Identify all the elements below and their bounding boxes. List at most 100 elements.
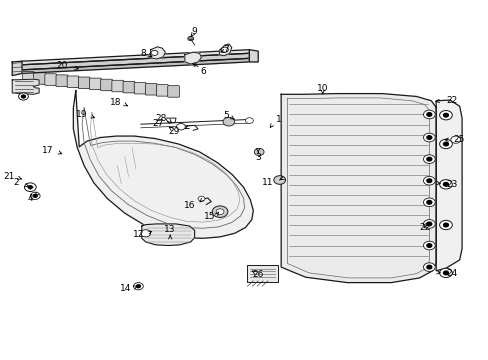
Circle shape: [28, 186, 32, 189]
Circle shape: [426, 201, 431, 204]
Text: 20: 20: [56, 61, 67, 70]
Text: 23: 23: [445, 180, 456, 189]
Circle shape: [423, 110, 434, 119]
Text: 19: 19: [75, 110, 87, 119]
Circle shape: [21, 95, 25, 98]
Circle shape: [423, 241, 434, 250]
Circle shape: [439, 268, 451, 278]
Text: 5: 5: [223, 112, 228, 120]
Text: 8: 8: [140, 49, 145, 58]
Polygon shape: [22, 50, 249, 65]
Text: 22: 22: [445, 96, 456, 105]
Circle shape: [133, 283, 143, 290]
Circle shape: [33, 194, 37, 197]
Text: 7: 7: [223, 45, 228, 54]
Circle shape: [19, 93, 28, 100]
Polygon shape: [73, 91, 253, 238]
Circle shape: [423, 155, 434, 163]
Text: 6: 6: [200, 67, 206, 76]
Polygon shape: [142, 224, 194, 246]
Circle shape: [273, 176, 285, 184]
Circle shape: [423, 220, 434, 228]
Circle shape: [254, 148, 264, 156]
Circle shape: [426, 179, 431, 183]
FancyBboxPatch shape: [78, 77, 90, 89]
Circle shape: [30, 192, 40, 199]
Circle shape: [426, 222, 431, 226]
Circle shape: [423, 198, 434, 207]
Circle shape: [198, 196, 204, 201]
Polygon shape: [249, 50, 258, 62]
Circle shape: [439, 111, 451, 120]
Text: 22: 22: [419, 223, 430, 232]
Circle shape: [423, 263, 434, 271]
Circle shape: [443, 183, 447, 186]
Text: 9: 9: [191, 27, 197, 36]
Circle shape: [216, 209, 224, 215]
Circle shape: [187, 36, 193, 41]
Text: 25: 25: [453, 135, 464, 144]
Circle shape: [245, 118, 253, 123]
Circle shape: [24, 183, 36, 192]
Circle shape: [151, 50, 158, 55]
Text: 16: 16: [183, 202, 195, 210]
Polygon shape: [435, 100, 461, 271]
Circle shape: [221, 47, 228, 52]
Text: 4: 4: [27, 194, 33, 203]
Circle shape: [426, 113, 431, 116]
FancyBboxPatch shape: [167, 86, 179, 97]
Text: 10: 10: [316, 84, 328, 93]
Text: 28: 28: [155, 114, 166, 122]
Polygon shape: [22, 53, 249, 70]
FancyBboxPatch shape: [67, 76, 79, 87]
Circle shape: [141, 230, 150, 237]
FancyBboxPatch shape: [56, 75, 68, 86]
Text: 3: 3: [255, 153, 261, 162]
Circle shape: [136, 285, 140, 288]
Circle shape: [426, 244, 431, 247]
Text: 26: 26: [252, 270, 264, 279]
FancyBboxPatch shape: [123, 81, 135, 93]
FancyBboxPatch shape: [247, 265, 277, 282]
Text: 14: 14: [120, 284, 131, 293]
Circle shape: [212, 206, 227, 217]
Text: 15: 15: [203, 212, 215, 221]
Circle shape: [439, 180, 451, 189]
Circle shape: [443, 223, 447, 227]
Circle shape: [439, 139, 451, 149]
FancyBboxPatch shape: [34, 73, 45, 84]
Text: 12: 12: [133, 230, 144, 239]
Polygon shape: [12, 79, 39, 94]
Text: 29: 29: [168, 127, 180, 136]
FancyBboxPatch shape: [45, 74, 57, 85]
Polygon shape: [22, 58, 249, 73]
Circle shape: [176, 123, 185, 130]
Circle shape: [423, 133, 434, 142]
Text: 27: 27: [152, 119, 163, 128]
Polygon shape: [12, 61, 22, 76]
Polygon shape: [219, 44, 231, 56]
Text: 2: 2: [13, 179, 19, 188]
FancyBboxPatch shape: [156, 85, 168, 96]
Text: 18: 18: [109, 98, 121, 107]
Polygon shape: [150, 47, 165, 59]
Circle shape: [450, 136, 460, 143]
Text: 21: 21: [3, 172, 15, 181]
Text: 13: 13: [164, 225, 176, 234]
Text: 24: 24: [445, 269, 456, 278]
FancyBboxPatch shape: [101, 79, 112, 91]
Text: 1: 1: [276, 115, 282, 124]
Circle shape: [223, 117, 234, 126]
Text: 17: 17: [42, 146, 54, 155]
FancyBboxPatch shape: [112, 80, 123, 92]
Circle shape: [439, 220, 451, 230]
FancyBboxPatch shape: [89, 78, 101, 90]
Circle shape: [426, 157, 431, 161]
FancyBboxPatch shape: [145, 84, 157, 95]
Circle shape: [423, 176, 434, 185]
Polygon shape: [184, 52, 201, 64]
Circle shape: [443, 271, 447, 275]
Polygon shape: [281, 94, 435, 283]
Circle shape: [443, 113, 447, 117]
FancyBboxPatch shape: [22, 72, 34, 83]
